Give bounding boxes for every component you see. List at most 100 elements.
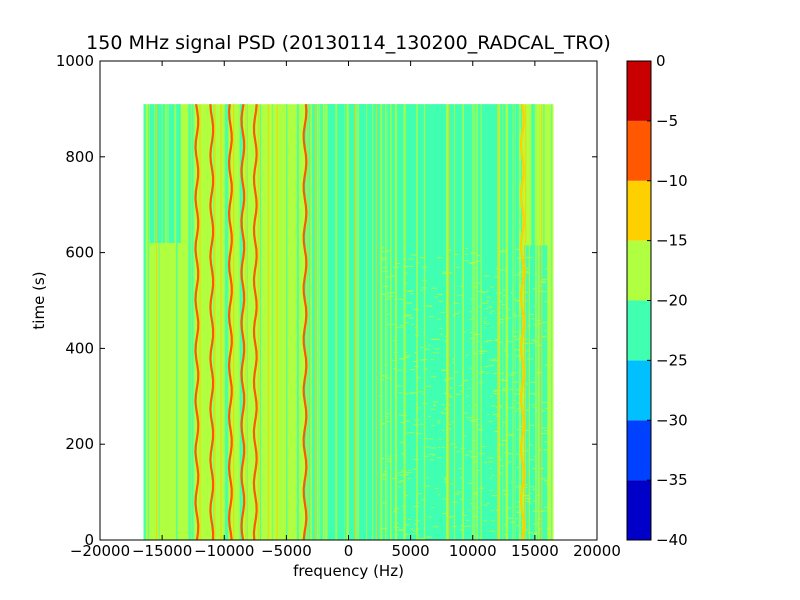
heatmap-speckle [403,316,407,318]
heatmap-speckle [495,267,498,269]
heatmap-speckle [479,488,484,490]
heatmap-speckle [422,266,427,268]
heatmap-region [323,104,523,246]
heatmap-streak [423,104,426,541]
heatmap-speckle [405,265,412,267]
heatmap-speckle [490,509,494,511]
heatmap-speckle [380,475,386,477]
heatmap-speckle [383,271,388,273]
heatmap-speckle [468,451,472,453]
heatmap-streak [441,104,444,541]
heatmap-streak [433,104,436,541]
heatmap-speckle [520,388,527,390]
heatmap-speckle [414,352,417,354]
heatmap-speckle [456,266,460,268]
heatmap-streak [391,104,394,541]
heatmap-speckle [381,251,387,253]
heatmap-streak [473,104,475,541]
heatmap-speckle [428,453,435,455]
colorbar-segment [627,240,651,301]
heatmap-speckle [406,471,412,473]
heatmap-speckle [473,418,480,420]
heatmap-streak [535,104,537,541]
heatmap-speckle [495,359,498,361]
heatmap-speckle [512,335,517,337]
heatmap-speckle [413,360,418,362]
colorbar-tick-label: −40 [656,531,688,549]
heatmap-speckle [395,262,401,264]
heatmap-speckle [506,461,512,463]
heatmap-streak [237,104,240,541]
heatmap-speckle [471,286,478,288]
heatmap-speckle [524,429,529,431]
heatmap-streak [543,104,545,541]
heatmap-speckle [383,266,387,268]
heatmap-speckle [533,324,539,326]
heatmap-speckle [394,508,399,510]
heatmap-speckle [486,291,490,293]
heatmap-speckle [460,525,464,527]
heatmap-streak [225,104,227,541]
heatmap-speckle [416,493,422,495]
heatmap-speckle [399,325,404,327]
heatmap-speckle [412,468,417,470]
heatmap-speckle [414,419,420,421]
colorbar-tick-label: −25 [656,351,688,369]
heatmap-speckle [444,379,450,381]
heatmap-speckle [516,511,519,513]
heatmap-speckle [470,262,477,264]
heatmap-speckle [525,409,529,411]
heatmap-speckle [504,350,508,352]
heatmap-speckle [438,327,443,329]
heatmap-speckle [519,426,526,428]
heatmap-speckle [476,340,480,342]
heatmap-speckle [504,348,508,350]
heatmap-speckle [413,424,420,426]
heatmap-speckle [544,364,550,366]
heatmap-speckle [481,446,486,448]
heatmap-streak [528,104,530,541]
heatmap-speckle [404,357,409,359]
heatmap-speckle [489,312,492,314]
heatmap-speckle [451,362,456,364]
heatmap-speckle [514,349,521,351]
heatmap-speckle [476,424,480,426]
heatmap-speckle [529,424,535,426]
heatmap-streak [521,104,522,541]
heatmap-speckle [532,533,538,535]
heatmap-speckle [426,536,432,538]
heatmap-streak [226,104,229,541]
heatmap-speckle [516,525,519,527]
heatmap-speckle [410,369,415,371]
heatmap-streak [398,104,401,541]
heatmap-streak [346,104,348,541]
heatmap-speckle [433,338,440,340]
heatmap-speckle [539,518,543,520]
heatmap-speckle [483,504,488,506]
heatmap-speckle [499,465,505,467]
heatmap-speckle [524,497,530,499]
heatmap-speckle [480,371,485,373]
x-axis: −20000 −15000 −10000 −5000 0 5000 10000 15000 20… [70,61,621,560]
heatmap-speckle [494,339,499,341]
chart-title: 150 MHz signal PSD (20130114_130200_RADC… [86,32,611,54]
heatmap-streak [272,104,274,541]
heatmap-speckle [463,525,468,527]
heatmap-strong-line [227,104,233,541]
heatmap-speckle [536,336,540,338]
heatmap-speckle [408,290,414,292]
heatmap-speckle [385,377,391,379]
heatmap-speckle [514,393,521,395]
heatmap-speckle [509,388,514,390]
y-tick-label: 600 [65,244,94,262]
heatmap-speckle [525,267,529,269]
heatmap-speckle [405,355,411,357]
heatmap-speckle [484,341,489,343]
heatmap-speckle [441,272,447,274]
heatmap-speckle [437,257,442,259]
heatmap-speckle [442,513,448,515]
heatmap-speckle [526,500,531,502]
heatmap-speckle [467,405,471,407]
heatmap-streak [352,104,355,541]
heatmap-speckle [417,377,421,379]
